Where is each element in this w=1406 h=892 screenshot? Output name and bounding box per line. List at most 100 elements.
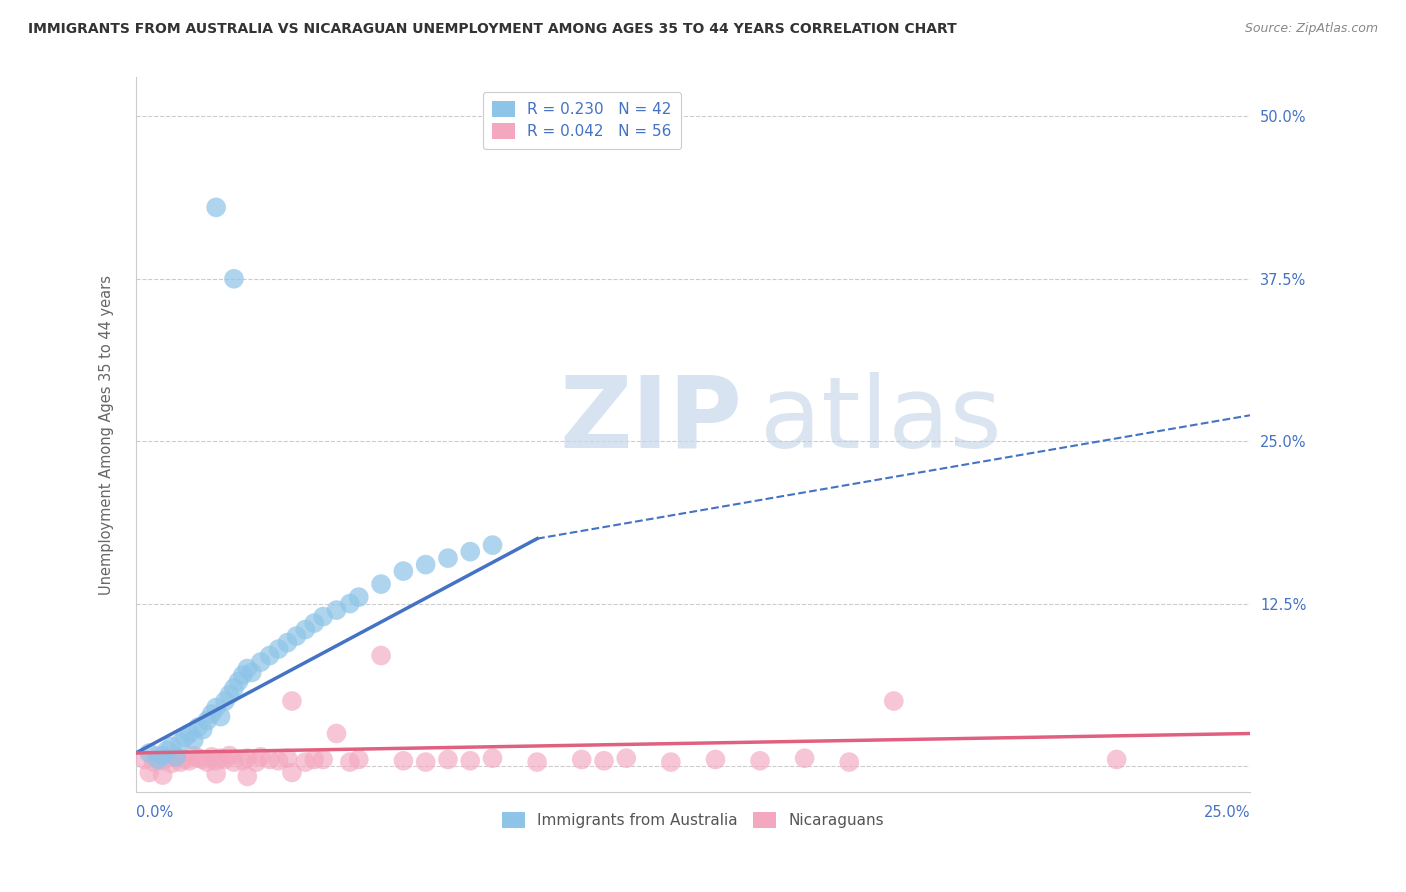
Point [191, 723, 214, 737]
Point [325, 726, 347, 740]
Point [458, 754, 481, 768]
Point [191, 752, 214, 766]
Point [232, 668, 254, 682]
Point [415, 558, 437, 572]
Point [209, 751, 232, 765]
Point [201, 750, 224, 764]
Point [195, 714, 218, 728]
Point [526, 755, 548, 769]
Point [165, 750, 187, 764]
Text: atlas: atlas [761, 372, 1001, 469]
Point [302, 616, 325, 631]
Point [187, 720, 209, 734]
Point [201, 706, 224, 721]
Point [152, 748, 174, 763]
Point [312, 752, 335, 766]
Point [276, 635, 298, 649]
Point [156, 743, 179, 757]
Point [152, 768, 174, 782]
Point [276, 751, 298, 765]
Point [458, 544, 481, 558]
Point [704, 752, 727, 766]
Point [267, 754, 290, 768]
Point [392, 754, 415, 768]
Point [160, 739, 183, 754]
Point [339, 597, 361, 611]
Point [294, 623, 316, 637]
Point [174, 731, 197, 745]
Point [222, 272, 245, 286]
Point [437, 752, 460, 766]
Point [209, 709, 232, 723]
Point [236, 751, 259, 765]
Point [214, 752, 236, 766]
Point [267, 642, 290, 657]
Point [148, 752, 170, 766]
Point [370, 648, 392, 663]
Point [294, 755, 316, 769]
Point [165, 750, 187, 764]
Point [218, 748, 240, 763]
Point [347, 752, 370, 766]
Point [312, 609, 335, 624]
Point [222, 755, 245, 769]
Text: ZIP: ZIP [560, 372, 742, 469]
Point [614, 751, 637, 765]
Point [240, 665, 263, 680]
Point [285, 629, 308, 643]
Point [205, 700, 228, 714]
Point [156, 751, 179, 765]
Point [187, 751, 209, 765]
Point [138, 746, 160, 760]
Point [169, 736, 191, 750]
Legend: Immigrants from Australia, Nicaraguans: Immigrants from Australia, Nicaraguans [496, 806, 890, 834]
Text: 0.0%: 0.0% [136, 805, 173, 820]
Point [593, 754, 616, 768]
Point [793, 751, 815, 765]
Y-axis label: Unemployment Among Ages 35 to 44 years: Unemployment Among Ages 35 to 44 years [100, 275, 114, 595]
Text: 25.0%: 25.0% [1204, 805, 1250, 820]
Point [236, 769, 259, 783]
Point [245, 755, 267, 769]
Point [179, 726, 201, 740]
Point [1105, 752, 1128, 766]
Point [370, 577, 392, 591]
Point [142, 755, 165, 769]
Point [481, 538, 503, 552]
Point [183, 733, 205, 747]
Point [481, 751, 503, 765]
Point [214, 694, 236, 708]
Point [659, 755, 682, 769]
Point [571, 752, 593, 766]
Text: Source: ZipAtlas.com: Source: ZipAtlas.com [1244, 22, 1378, 36]
Point [249, 655, 271, 669]
Point [259, 752, 281, 766]
Point [205, 200, 228, 214]
Point [218, 688, 240, 702]
Point [179, 754, 201, 768]
Point [160, 756, 183, 771]
Text: IMMIGRANTS FROM AUSTRALIA VS NICARAGUAN UNEMPLOYMENT AMONG AGES 35 TO 44 YEARS C: IMMIGRANTS FROM AUSTRALIA VS NICARAGUAN … [28, 22, 957, 37]
Point [134, 752, 156, 766]
Point [392, 564, 415, 578]
Point [347, 590, 370, 604]
Point [883, 694, 905, 708]
Point [749, 754, 772, 768]
Point [232, 754, 254, 768]
Point [339, 755, 361, 769]
Point [222, 681, 245, 695]
Point [249, 750, 271, 764]
Point [281, 694, 304, 708]
Point [205, 766, 228, 780]
Point [228, 674, 250, 689]
Point [195, 755, 218, 769]
Point [152, 754, 174, 768]
Point [302, 752, 325, 766]
Point [236, 661, 259, 675]
Point [174, 752, 197, 766]
Point [183, 748, 205, 763]
Point [205, 754, 228, 768]
Point [148, 748, 170, 763]
Point [325, 603, 347, 617]
Point [169, 755, 191, 769]
